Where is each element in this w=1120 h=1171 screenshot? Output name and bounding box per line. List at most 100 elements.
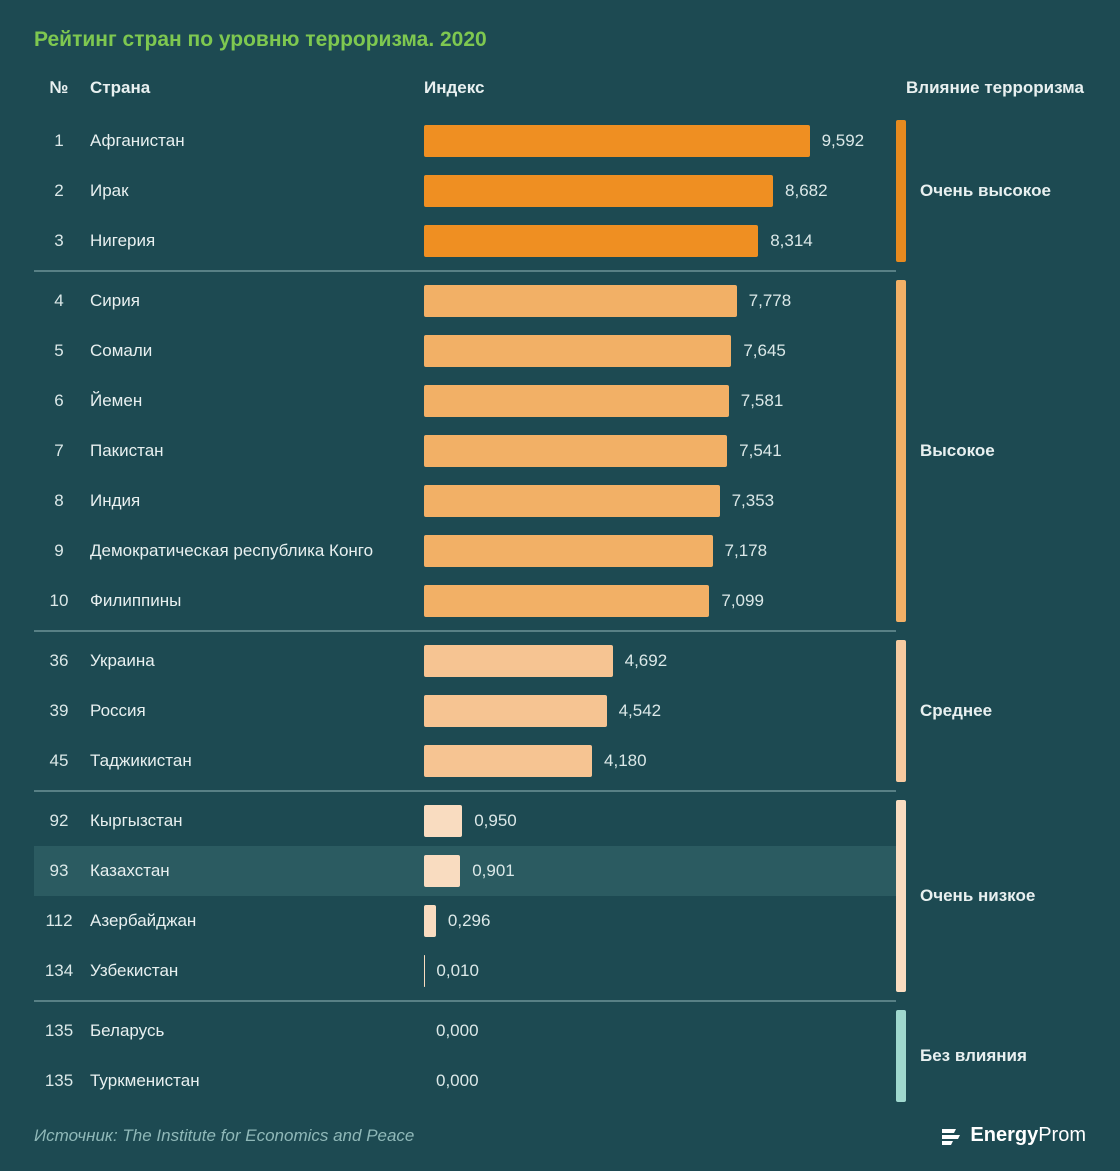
bar — [424, 745, 592, 777]
value-label: 4,180 — [604, 751, 647, 771]
bar — [424, 485, 720, 517]
rank-cell: 45 — [34, 751, 84, 771]
bar-cell: 7,353 — [424, 485, 896, 517]
impact-bar — [896, 120, 906, 262]
country-cell: Таджикистан — [84, 751, 424, 771]
country-cell: Афганистан — [84, 131, 424, 151]
value-label: 0,901 — [472, 861, 515, 881]
impact-label: Очень низкое — [920, 886, 1035, 906]
bar — [424, 585, 709, 617]
bar-cell: 9,592 — [424, 125, 896, 157]
rank-cell: 5 — [34, 341, 84, 361]
bar — [424, 695, 607, 727]
rank-cell: 4 — [34, 291, 84, 311]
impact-label: Среднее — [920, 701, 992, 721]
value-label: 8,682 — [785, 181, 828, 201]
value-label: 0,000 — [436, 1071, 479, 1091]
country-cell: Азербайджан — [84, 911, 424, 931]
bar — [424, 435, 727, 467]
rank-cell: 6 — [34, 391, 84, 411]
value-label: 0,000 — [436, 1021, 479, 1041]
table-row: 112Азербайджан0,296 — [34, 896, 896, 946]
value-label: 7,099 — [721, 591, 764, 611]
bar-cell: 8,682 — [424, 175, 896, 207]
table-row: 134Узбекистан0,010 — [34, 946, 896, 996]
value-label: 0,950 — [474, 811, 517, 831]
value-label: 7,353 — [732, 491, 775, 511]
bar-cell: 0,901 — [424, 855, 896, 887]
brand-logo: EnergyProm — [940, 1124, 1086, 1147]
source-text: Источник: The Institute for Economics an… — [34, 1126, 414, 1146]
country-cell: Казахстан — [84, 861, 424, 881]
rank-cell: 93 — [34, 861, 84, 881]
impact-bar — [896, 280, 906, 622]
rank-cell: 135 — [34, 1071, 84, 1091]
header-index: Индекс — [424, 78, 896, 98]
country-cell: Узбекистан — [84, 961, 424, 981]
bar — [424, 805, 462, 837]
value-label: 7,778 — [749, 291, 792, 311]
country-cell: Ирак — [84, 181, 424, 201]
bar-cell: 7,178 — [424, 535, 896, 567]
rank-cell: 3 — [34, 231, 84, 251]
country-cell: Филиппины — [84, 591, 424, 611]
table-row: 36Украина4,692 — [34, 636, 896, 686]
rank-cell: 92 — [34, 811, 84, 831]
group-divider — [34, 630, 896, 632]
bar-cell: 4,180 — [424, 745, 896, 777]
impact-bar — [896, 800, 906, 992]
value-label: 9,592 — [822, 131, 865, 151]
bar-cell: 7,645 — [424, 335, 896, 367]
table-row: 6Йемен7,581 — [34, 376, 896, 426]
table-row: 39Россия4,542 — [34, 686, 896, 736]
impact-label: Без влияния — [920, 1046, 1027, 1066]
impact-bar — [896, 1010, 906, 1102]
rank-cell: 10 — [34, 591, 84, 611]
table-row: 5Сомали 7,645 — [34, 326, 896, 376]
table-row: 2Ирак8,682 — [34, 166, 896, 216]
value-label: 0,010 — [436, 961, 479, 981]
brand-icon — [940, 1125, 962, 1147]
value-label: 7,645 — [743, 341, 786, 361]
bar — [424, 175, 773, 207]
table-row: 8Индия 7,353 — [34, 476, 896, 526]
value-label: 7,541 — [739, 441, 782, 461]
chart-title: Рейтинг стран по уровню терроризма. 2020 — [34, 28, 1086, 52]
table-row: 9Демократическая республика Конго7,178 — [34, 526, 896, 576]
header-rank: № — [34, 78, 84, 98]
country-cell: Беларусь — [84, 1021, 424, 1041]
bar-cell: 7,778 — [424, 285, 896, 317]
brand-part1: Energy — [970, 1124, 1038, 1147]
country-cell: Нигерия — [84, 231, 424, 251]
bar-cell: 8,314 — [424, 225, 896, 257]
country-cell: Демократическая республика Конго — [84, 541, 424, 561]
impact-block: Высокое — [896, 280, 995, 622]
rows-area: 1Афганистан9,5922Ирак8,6823Нигерия8,3144… — [34, 116, 896, 1106]
table-row: 4Сирия 7,778 — [34, 276, 896, 326]
bar — [424, 535, 713, 567]
rank-cell: 8 — [34, 491, 84, 511]
impact-bar — [896, 640, 906, 782]
bar — [424, 335, 731, 367]
rank-cell: 9 — [34, 541, 84, 561]
group-divider — [34, 270, 896, 272]
table-row: 135Туркменистан0,000 — [34, 1056, 896, 1106]
country-cell: Индия — [84, 491, 424, 511]
rank-cell: 1 — [34, 131, 84, 151]
country-cell: Пакистан — [84, 441, 424, 461]
bar — [424, 905, 436, 937]
group-divider — [34, 1000, 896, 1002]
bar-cell: 0,000 — [424, 1065, 896, 1097]
impact-block: Очень низкое — [896, 800, 1035, 992]
bar-cell: 7,581 — [424, 385, 896, 417]
value-label: 4,542 — [619, 701, 662, 721]
bar-cell: 0,950 — [424, 805, 896, 837]
impact-block: Среднее — [896, 640, 992, 782]
impact-block: Очень высокое — [896, 120, 1051, 262]
country-cell: Сирия — [84, 291, 424, 311]
country-cell: Сомали — [84, 341, 424, 361]
bar-cell: 0,296 — [424, 905, 896, 937]
bar-cell: 4,542 — [424, 695, 896, 727]
value-label: 0,296 — [448, 911, 491, 931]
table-row: 10Филиппины 7,099 — [34, 576, 896, 626]
